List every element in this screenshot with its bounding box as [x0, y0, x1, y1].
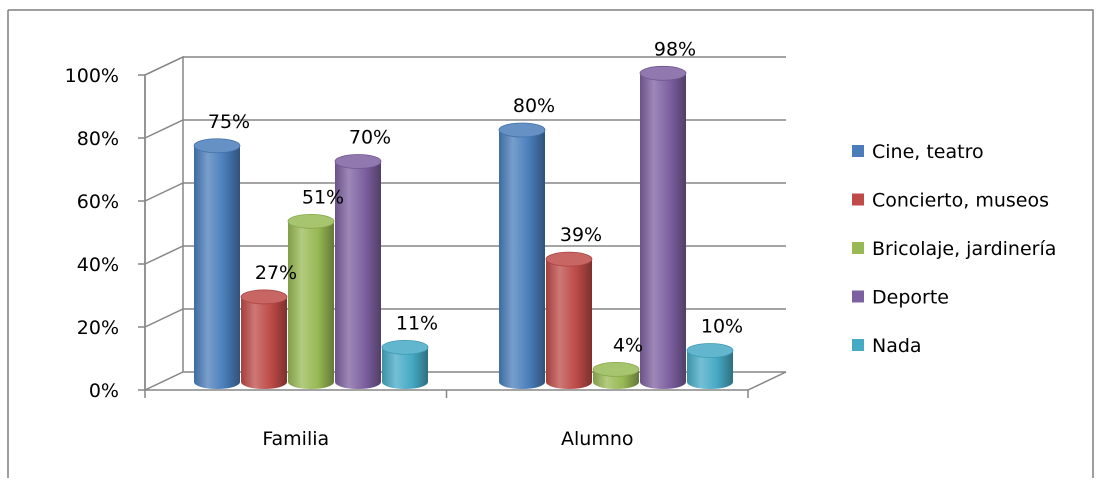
bar-top: [287, 213, 335, 229]
bar: [240, 289, 288, 389]
bar-body: [382, 347, 428, 389]
y-tick-label: 40%: [77, 254, 119, 276]
legend-item: Concierto, museos: [852, 190, 1049, 212]
chart-border: [7, 9, 1094, 478]
bar-top: [592, 361, 640, 377]
bar-body: [687, 350, 733, 389]
gridline: [144, 182, 786, 202]
legend-swatch: [852, 193, 864, 206]
legend-label: Bricolaje, jardinería: [872, 238, 1056, 260]
bar-top: [639, 65, 687, 81]
bar: [592, 361, 640, 389]
gridline: [144, 56, 786, 76]
bar: [381, 339, 429, 389]
bar-body: [640, 73, 686, 390]
bar-top: [545, 251, 593, 267]
bar-top: [381, 339, 429, 355]
data-label: 98%: [654, 38, 696, 60]
legend-label: Cine, teatro: [872, 141, 984, 163]
legend-swatch: [852, 290, 864, 303]
y-tick-label: 60%: [77, 191, 119, 213]
data-label: 10%: [701, 316, 743, 338]
bar: [686, 343, 734, 389]
chart-floor: [144, 371, 787, 391]
bar: [545, 251, 593, 389]
legend-item: Cine, teatro: [852, 141, 984, 163]
legend-item: Bricolaje, jardinería: [852, 238, 1056, 260]
bar-body: [241, 296, 287, 389]
data-label: 80%: [513, 95, 555, 117]
chart-side-wall: [144, 55, 184, 390]
legend-label: Nada: [872, 335, 922, 357]
y-tick-label: 0%: [89, 380, 119, 402]
bar-body: [499, 130, 545, 389]
data-label: 75%: [208, 111, 250, 133]
data-label: 11%: [396, 312, 438, 334]
x-axis-categories: Familia Alumno: [144, 390, 749, 450]
gridline: [144, 119, 786, 139]
y-tick-label: 20%: [77, 317, 119, 339]
y-tick-label: 100%: [65, 65, 119, 87]
legend-swatch: [852, 242, 864, 254]
bar-body: [335, 161, 381, 389]
bar-top: [498, 122, 546, 138]
bar-body: [288, 221, 334, 389]
bar: [193, 138, 241, 389]
legend-item: Deporte: [852, 287, 949, 309]
legend-swatch: [852, 339, 864, 351]
bars: [193, 65, 734, 390]
bar: [287, 213, 335, 389]
bar-body: [546, 259, 592, 389]
grid-lines: [144, 56, 786, 328]
data-label: 39%: [560, 224, 602, 246]
x-tick-label: Alumno: [561, 428, 634, 450]
bar-top: [240, 289, 288, 305]
y-axis-ticks: 0% 20% 40% 60% 80% 100%: [65, 65, 146, 402]
bar-body: [194, 145, 240, 389]
legend-label: Concierto, museos: [872, 190, 1049, 212]
legend-swatch: [852, 145, 864, 157]
bar: [498, 122, 546, 389]
legend: Cine, teatro Concierto, museos Bricolaje, …: [852, 141, 1056, 357]
bar: [334, 154, 382, 389]
bar-top: [334, 154, 382, 169]
y-tick-label: 80%: [77, 128, 119, 150]
data-labels: 75% 27% 51% 70% 11% 80% 39% 4% 98% 10%: [208, 38, 743, 356]
data-label: 4%: [613, 334, 643, 356]
bar: [639, 65, 687, 390]
data-label: 27%: [255, 262, 297, 284]
data-label: 70%: [349, 127, 391, 149]
bar-top: [193, 138, 241, 154]
legend-item: Nada: [852, 335, 922, 357]
legend-label: Deporte: [872, 287, 949, 309]
x-tick-label: Familia: [262, 428, 329, 450]
gridline: [144, 245, 786, 265]
data-label: 51%: [302, 186, 344, 208]
bar-top: [686, 343, 734, 358]
